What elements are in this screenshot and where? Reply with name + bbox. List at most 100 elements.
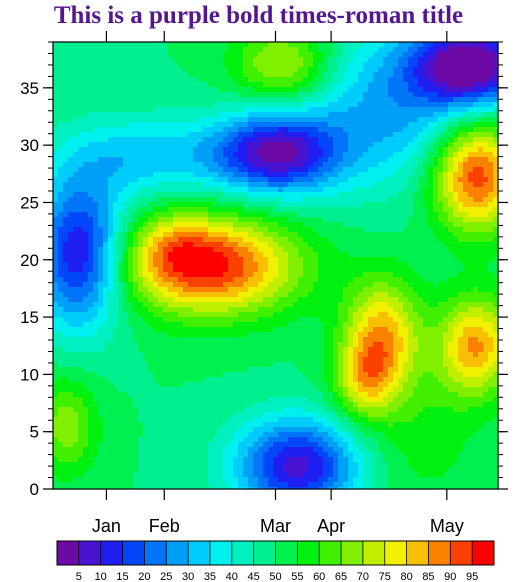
contour-cell xyxy=(358,252,364,258)
contour-cell xyxy=(358,107,364,113)
contour-cell xyxy=(283,122,289,128)
contour-cell xyxy=(253,47,259,53)
contour-cell xyxy=(298,157,304,163)
contour-cell xyxy=(58,137,64,143)
contour-cell xyxy=(198,72,204,78)
contour-cell xyxy=(323,307,329,313)
contour-cell xyxy=(373,117,379,123)
contour-cell xyxy=(173,217,179,223)
contour-cell xyxy=(328,47,334,53)
contour-cell xyxy=(93,237,99,243)
contour-cell xyxy=(283,272,289,278)
contour-cell xyxy=(273,72,279,78)
contour-cell xyxy=(78,257,84,263)
contour-cell xyxy=(468,232,474,238)
contour-cell xyxy=(183,77,189,83)
contour-cell xyxy=(348,117,354,123)
contour-cell xyxy=(388,72,394,78)
contour-cell xyxy=(313,97,319,103)
contour-cell xyxy=(63,232,69,238)
contour-cell xyxy=(248,212,254,218)
contour-cell xyxy=(393,227,399,233)
contour-cell xyxy=(373,132,379,138)
contour-cell xyxy=(243,57,249,63)
contour-cell xyxy=(448,77,454,83)
contour-cell xyxy=(198,287,204,293)
contour-cell xyxy=(433,172,439,178)
contour-cell xyxy=(143,137,149,143)
contour-cell xyxy=(188,202,194,208)
contour-cell xyxy=(348,167,354,173)
contour-cell xyxy=(358,167,364,173)
contour-cell xyxy=(353,82,359,88)
contour-cell xyxy=(383,157,389,163)
contour-cell xyxy=(118,162,124,168)
contour-cell xyxy=(418,112,424,118)
contour-cell xyxy=(153,47,159,53)
contour-cell xyxy=(138,247,144,253)
contour-cell xyxy=(438,162,444,168)
contour-cell xyxy=(278,122,284,128)
contour-cell xyxy=(153,152,159,158)
contour-cell xyxy=(413,212,419,218)
contour-cell xyxy=(53,197,59,203)
contour-cell xyxy=(438,57,444,63)
contour-cell xyxy=(148,202,154,208)
contour-cell xyxy=(168,182,174,188)
contour-cell xyxy=(198,92,204,98)
contour-cell xyxy=(453,227,459,233)
contour-cell xyxy=(363,102,369,108)
contour-cell xyxy=(493,127,499,133)
contour-cell xyxy=(358,157,364,163)
contour-cell xyxy=(458,192,464,198)
contour-cell xyxy=(78,97,84,103)
contour-cell xyxy=(403,67,409,73)
contour-cell xyxy=(418,227,424,233)
contour-cell xyxy=(383,52,389,58)
contour-cell xyxy=(163,112,169,118)
contour-cell xyxy=(233,242,239,248)
contour-cell xyxy=(423,117,429,123)
contour-cell xyxy=(338,257,344,263)
contour-cell xyxy=(153,67,159,73)
contour-cell xyxy=(83,57,89,63)
contour-cell xyxy=(193,87,199,93)
contour-cell xyxy=(263,157,269,163)
contour-cell xyxy=(63,132,69,138)
contour-cell xyxy=(273,102,279,108)
contour-cell xyxy=(308,122,314,128)
contour-cell xyxy=(238,302,244,308)
contour-cell xyxy=(253,107,259,113)
contour-cell xyxy=(398,197,404,203)
contour-cell xyxy=(408,132,414,138)
contour-cell xyxy=(413,297,419,303)
contour-cell xyxy=(133,207,139,213)
contour-cell xyxy=(433,132,439,138)
contour-cell xyxy=(383,107,389,113)
contour-cell xyxy=(303,297,309,303)
contour-cell xyxy=(493,137,499,143)
contour-cell xyxy=(368,297,374,303)
contour-cell xyxy=(298,137,304,143)
contour-cell xyxy=(78,312,84,318)
contour-cell xyxy=(238,92,244,98)
contour-cell xyxy=(263,77,269,83)
contour-cell xyxy=(243,182,249,188)
contour-cell xyxy=(238,317,244,323)
contour-cell xyxy=(468,122,474,128)
contour-cell xyxy=(443,247,449,253)
contour-cell xyxy=(338,87,344,93)
contour-cell xyxy=(198,152,204,158)
contour-cell xyxy=(448,262,454,268)
contour-cell xyxy=(308,82,314,88)
contour-cell xyxy=(73,42,79,48)
contour-cell xyxy=(363,82,369,88)
contour-cell xyxy=(98,212,104,218)
contour-cell xyxy=(408,142,414,148)
contour-cell xyxy=(148,42,154,48)
contour-cell xyxy=(308,147,314,153)
contour-cell xyxy=(463,242,469,248)
contour-cell xyxy=(148,142,154,148)
contour-cell xyxy=(423,162,429,168)
contour-cell xyxy=(263,297,269,303)
